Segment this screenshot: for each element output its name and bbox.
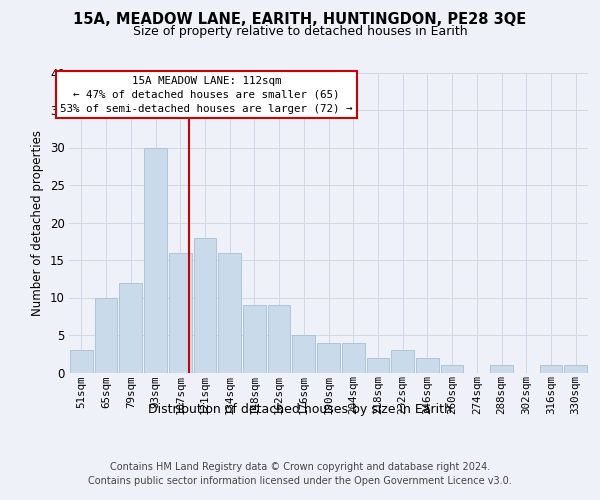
Bar: [144, 148, 167, 372]
Bar: [367, 358, 389, 372]
Bar: [268, 305, 290, 372]
Bar: [95, 298, 118, 372]
Bar: [441, 365, 463, 372]
Text: Size of property relative to detached houses in Earith: Size of property relative to detached ho…: [133, 25, 467, 38]
Bar: [119, 282, 142, 372]
Text: 15A, MEADOW LANE, EARITH, HUNTINGDON, PE28 3QE: 15A, MEADOW LANE, EARITH, HUNTINGDON, PE…: [73, 12, 527, 28]
Bar: [391, 350, 414, 372]
Bar: [490, 365, 513, 372]
Bar: [317, 342, 340, 372]
Text: 15A MEADOW LANE: 112sqm
← 47% of detached houses are smaller (65)
53% of semi-de: 15A MEADOW LANE: 112sqm ← 47% of detache…: [60, 76, 353, 114]
Bar: [70, 350, 93, 372]
Bar: [342, 342, 365, 372]
Text: Distribution of detached houses by size in Earith: Distribution of detached houses by size …: [148, 402, 452, 415]
Bar: [292, 335, 315, 372]
Bar: [539, 365, 562, 372]
Text: Contains public sector information licensed under the Open Government Licence v3: Contains public sector information licen…: [88, 476, 512, 486]
Y-axis label: Number of detached properties: Number of detached properties: [31, 130, 44, 316]
Bar: [564, 365, 587, 372]
Bar: [169, 252, 191, 372]
Bar: [218, 252, 241, 372]
Bar: [416, 358, 439, 372]
Text: Contains HM Land Registry data © Crown copyright and database right 2024.: Contains HM Land Registry data © Crown c…: [110, 462, 490, 472]
Bar: [194, 238, 216, 372]
Bar: [243, 305, 266, 372]
